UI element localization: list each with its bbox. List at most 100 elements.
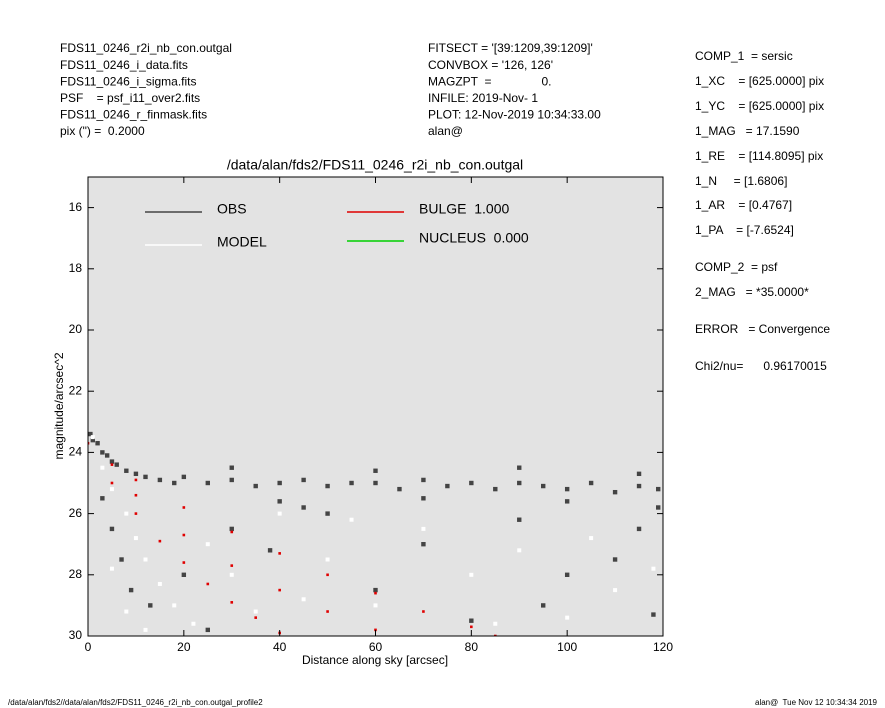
point [182,533,186,537]
point [469,618,474,623]
header-right-line: 1_MAG = 17.1590 [695,124,800,138]
legend-label: BULGE 1.000 [419,201,509,217]
point [301,597,306,602]
point [143,627,148,632]
header-right-line: 1_YC = [625.0000] pix [695,99,824,113]
point [422,610,425,613]
point [493,634,497,636]
x-axis-label: Distance along sky [arcsec] [302,653,448,667]
y-tick-label: 26 [69,506,83,520]
point [493,621,498,626]
header-middle-line: FITSECT = '[39:1209,39:1209]' [428,41,593,55]
point [205,542,210,547]
point [349,517,354,522]
x-tick-label: 60 [369,640,383,654]
point [148,603,153,608]
point [206,582,210,586]
point [119,557,124,562]
point [254,616,258,619]
point [110,481,114,485]
point [253,609,258,614]
point [656,505,661,510]
point [278,588,281,592]
header-right-line: 1_XC = [625.0000] pix [695,74,824,88]
y-tick-label: 24 [69,445,83,459]
point [517,548,522,553]
header-left-line: PSF = psf_i11_over2.fits [60,91,200,105]
point [109,487,114,492]
point [374,591,377,595]
point [143,557,148,562]
header-left-line: FDS11_0246_r_finmask.fits [60,108,207,122]
point [373,480,378,486]
point [564,486,570,492]
legend-label: NUCLEUS 0.000 [419,230,529,246]
point [158,539,162,543]
header-left-line: FDS11_0246_r2i_nb_con.outgal [60,41,232,55]
point [651,566,656,571]
point [349,480,354,486]
point [612,489,618,495]
header-right-line: 1_PA = [-7.6524] [695,223,794,237]
point [374,628,377,632]
header-middle-line: INFILE: 2019-Nov- 1 [428,91,538,105]
x-tick-label: 20 [177,640,191,654]
header-left-line: FDS11_0246_i_sigma.fits [60,74,197,88]
point [326,573,329,577]
plot-area [88,177,663,636]
y-tick-label: 30 [69,628,83,642]
point [88,431,93,437]
point [128,587,134,593]
point [373,603,378,608]
point [612,557,618,562]
point [564,572,570,577]
point [253,483,258,489]
y-tick-label: 16 [69,200,83,214]
point [517,517,522,522]
point [421,477,426,483]
point [373,468,378,473]
y-tick-label: 22 [69,383,83,397]
y-tick-label: 18 [69,261,83,275]
point [636,526,642,532]
legend-label: MODEL [217,234,267,250]
point [230,564,234,567]
point [109,526,115,532]
point [109,459,115,464]
point [114,462,119,467]
point [104,453,110,458]
point [469,572,474,577]
point [493,486,498,492]
point [325,511,330,516]
point [157,581,162,586]
point [565,615,570,620]
footer-left: /data/alan/fds2//data/alan/fds2/FDS11_02… [8,698,263,707]
point [421,542,426,547]
point [134,493,138,497]
header-right-line: COMP_1 = sersic [695,49,793,63]
header-middle-line: alan@ [428,124,463,138]
point [143,474,148,480]
point [230,530,234,534]
header-middle-line: CONVBOX = '126, 126' [428,58,553,72]
x-tick-label: 120 [653,640,673,654]
point [100,496,105,501]
point [157,477,163,483]
point [182,561,186,564]
chart-title: /data/alan/fds2/FDS11_0246_r2i_nb_con.ou… [227,157,523,173]
header-middle-line: MAGZPT = 0. [428,74,551,88]
point [326,610,329,613]
point [90,435,95,440]
point [277,499,282,504]
point [133,536,138,541]
point [182,506,186,509]
point [470,625,473,629]
header-left-line: FDS11_0246_i_data.fits [60,58,188,72]
point [656,486,661,492]
point [267,548,273,553]
point [421,496,426,501]
x-tick-label: 100 [557,640,577,654]
y-tick-label: 28 [69,567,83,581]
point [325,483,330,489]
header-right-line: 1_N = [1.6806] [695,174,787,188]
